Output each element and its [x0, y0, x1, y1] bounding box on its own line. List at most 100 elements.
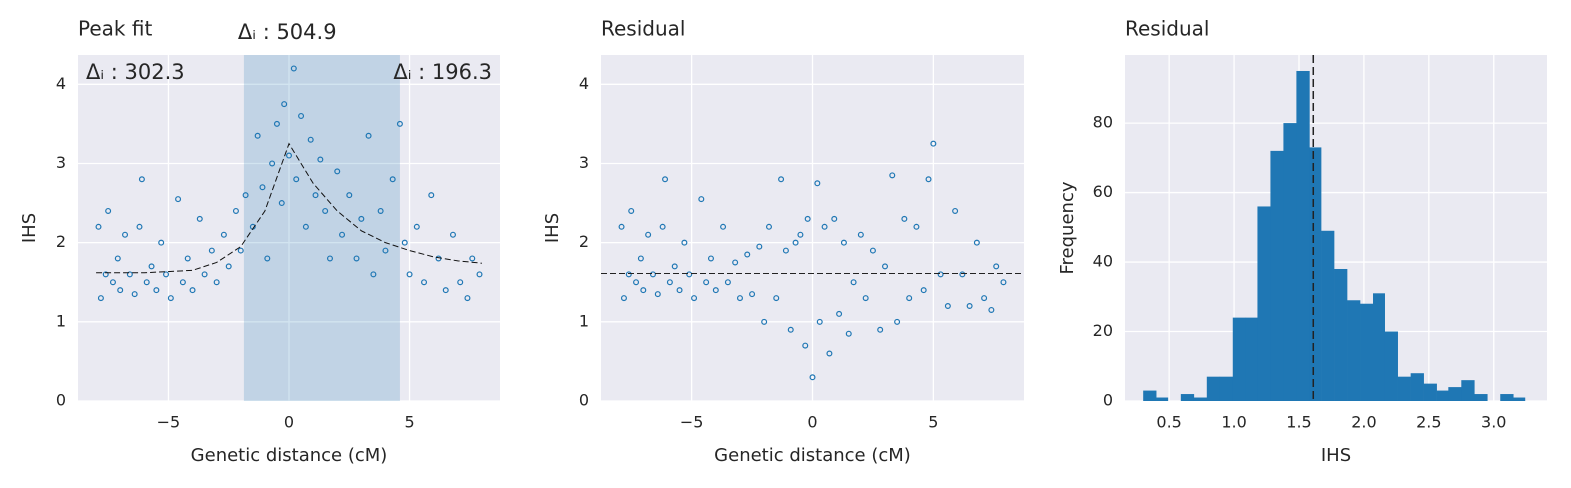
data-point	[225, 263, 232, 270]
data-point	[882, 263, 889, 270]
histogram-bar	[1321, 230, 1335, 401]
data-point	[966, 302, 973, 309]
data-point	[959, 271, 966, 278]
data-point	[126, 271, 133, 278]
data-point	[712, 287, 719, 294]
data-point	[365, 132, 372, 139]
data-point	[163, 271, 170, 278]
data-point	[804, 215, 811, 222]
data-point	[97, 295, 104, 302]
data-point	[293, 176, 300, 183]
data-point	[889, 172, 896, 179]
data-point	[797, 231, 804, 238]
y-tick-label: 4	[579, 74, 589, 93]
data-point	[334, 168, 341, 175]
x-axis-label: Genetic distance (cM)	[714, 445, 911, 466]
x-tick-label: 3.0	[1481, 413, 1506, 432]
data-point	[787, 326, 794, 333]
histogram-bar	[1309, 147, 1322, 401]
data-point	[809, 374, 816, 381]
data-point	[281, 101, 288, 108]
annotation: Δᵢ : 504.9	[238, 20, 337, 44]
data-point	[952, 207, 959, 214]
data-point	[259, 184, 266, 191]
data-point	[749, 291, 756, 298]
histogram-bar	[1143, 390, 1157, 401]
data-point	[637, 255, 644, 262]
data-point	[773, 295, 780, 302]
data-point	[114, 255, 121, 262]
y-tick-label: 1	[579, 311, 589, 330]
data-point	[278, 200, 285, 207]
x-tick-label: 2.0	[1351, 413, 1376, 432]
data-point	[469, 255, 476, 262]
y-tick-label: 4	[56, 74, 66, 93]
data-point	[254, 132, 261, 139]
data-point	[208, 247, 215, 254]
histogram-bar	[1283, 123, 1297, 402]
data-point	[703, 279, 710, 286]
histogram-bar	[1410, 373, 1424, 401]
y-tick-label: 40	[1093, 252, 1113, 271]
data-point	[322, 207, 329, 214]
data-point	[877, 326, 884, 333]
data-point	[707, 255, 714, 262]
data-point	[778, 176, 785, 183]
histogram-bar	[1474, 394, 1488, 401]
data-point	[736, 295, 743, 302]
data-point	[645, 231, 652, 238]
data-point	[840, 239, 847, 246]
x-tick-label: 0	[807, 413, 817, 432]
y-tick-label: 2	[56, 232, 66, 251]
histogram-bar	[1180, 394, 1195, 401]
data-point	[782, 247, 789, 254]
data-point	[698, 196, 705, 203]
data-point	[389, 176, 396, 183]
data-point	[449, 231, 456, 238]
data-point	[273, 120, 280, 127]
data-point	[659, 223, 666, 230]
data-point	[175, 196, 182, 203]
data-point	[765, 223, 772, 230]
data-point	[232, 207, 239, 214]
data-point	[826, 350, 833, 357]
data-point	[148, 263, 155, 270]
histogram-bar	[1245, 317, 1258, 401]
data-point	[153, 287, 160, 294]
data-point	[421, 279, 428, 286]
data-point	[382, 247, 389, 254]
data-point	[358, 215, 365, 222]
data-point	[654, 291, 661, 298]
data-point	[131, 291, 138, 298]
data-point	[264, 255, 271, 262]
data-point	[136, 223, 143, 230]
data-point	[625, 271, 632, 278]
histogram-bar	[1360, 303, 1374, 401]
data-point	[724, 279, 731, 286]
histogram-bar	[1232, 317, 1247, 401]
y-tick-label: 1	[56, 311, 66, 330]
data-point	[307, 136, 314, 143]
histogram-bar	[1373, 293, 1385, 401]
data-point	[816, 318, 823, 325]
data-point	[944, 302, 951, 309]
data-point	[831, 215, 838, 222]
histogram-bar	[1500, 394, 1514, 401]
data-point	[346, 192, 353, 199]
x-axis-label: IHS	[1321, 445, 1351, 466]
data-point	[649, 271, 656, 278]
data-point	[167, 295, 174, 302]
histogram-bar	[1384, 331, 1398, 401]
data-point	[286, 152, 293, 159]
data-point	[269, 160, 276, 167]
histogram-bar	[1193, 397, 1208, 401]
data-point	[102, 271, 109, 278]
data-point	[686, 271, 693, 278]
x-tick-label: 2.5	[1416, 413, 1441, 432]
data-point	[179, 279, 186, 286]
data-point	[95, 223, 102, 230]
data-point	[857, 231, 864, 238]
annotation: Δᵢ : 196.3	[393, 60, 492, 84]
data-point	[184, 255, 191, 262]
